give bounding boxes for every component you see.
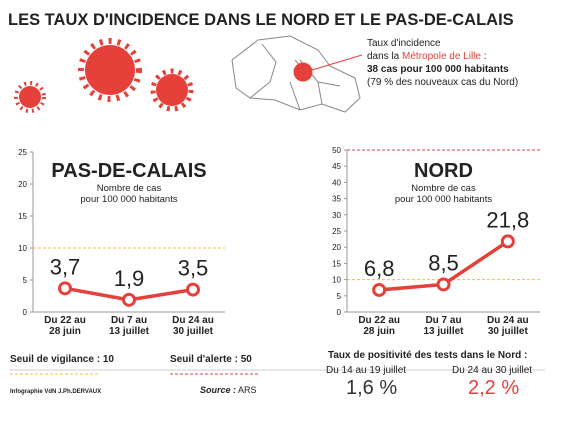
- chart-subtitle: Nombre de cas: [411, 183, 476, 194]
- note-line: dans la Métropole de Lille :: [367, 51, 487, 62]
- x-tick-label: 30 juillet: [173, 326, 214, 337]
- x-tick-label: Du 24 au: [487, 315, 529, 326]
- positivity-value: 1,6 %: [346, 377, 397, 399]
- y-tick-label: 10: [332, 276, 341, 285]
- map: [231, 35, 363, 113]
- y-tick-label: 15: [332, 259, 341, 268]
- marker: [122, 292, 136, 307]
- y-tick-label: 5: [337, 292, 342, 301]
- x-tick-label: 13 juillet: [423, 326, 464, 337]
- y-tick-label: 25: [332, 227, 341, 236]
- positivity-title: Taux de positivité des tests dans le Nor…: [328, 350, 527, 361]
- y-tick-label: 0: [337, 308, 342, 317]
- legend-vigilance: Seuil de vigilance : 10: [10, 354, 114, 365]
- positivity-value: 2,2 %: [468, 377, 519, 399]
- x-tick-label: Du 24 au: [172, 315, 214, 326]
- y-tick-label: 5: [23, 276, 28, 285]
- y-tick-label: 25: [18, 148, 27, 157]
- legend-alerte: Seuil d'alerte : 50: [170, 354, 252, 365]
- x-tick-label: 28 juin: [363, 326, 395, 337]
- source: Source : ARS: [200, 385, 257, 395]
- value-label: 8,5: [428, 250, 459, 275]
- marker: [58, 281, 72, 296]
- chart-subtitle: Nombre de cas: [97, 183, 162, 194]
- y-tick-label: 50: [332, 146, 341, 155]
- value-label: 3,5: [178, 256, 209, 281]
- note-bold: 38 cas pour 100 000 habitants: [367, 64, 509, 75]
- x-tick-label: Du 7 au: [425, 315, 461, 326]
- value-label: 3,7: [50, 254, 81, 279]
- value-label: 1,9: [114, 266, 145, 291]
- y-tick-label: 20: [332, 243, 341, 252]
- x-tick-label: 13 juillet: [109, 326, 150, 337]
- value-label: 6,8: [364, 256, 395, 281]
- note-line: Taux d'incidence: [367, 38, 441, 49]
- period: Du 14 au 19 juillet: [326, 365, 406, 376]
- x-tick-label: Du 7 au: [111, 315, 147, 326]
- map-note: Taux d'incidence dans la Métropole de Li…: [367, 38, 518, 88]
- y-tick-label: 40: [332, 178, 341, 187]
- chart-subtitle: pour 100 000 habitants: [395, 194, 492, 205]
- note-line: (79 % des nouveaux cas du Nord): [367, 77, 518, 88]
- y-tick-label: 30: [332, 211, 341, 220]
- y-tick-label: 20: [18, 180, 27, 189]
- x-tick-label: Du 22 au: [44, 315, 86, 326]
- virus-icons: [14, 38, 194, 113]
- marker: [436, 277, 451, 292]
- y-tick-label: 10: [18, 244, 27, 253]
- marker: [186, 282, 200, 297]
- x-tick-label: Du 22 au: [358, 315, 400, 326]
- marker: [500, 234, 515, 249]
- marker: [372, 282, 387, 297]
- chart-title: PAS-DE-CALAIS: [51, 160, 206, 182]
- y-tick-label: 45: [332, 162, 341, 171]
- y-tick-label: 0: [23, 308, 28, 317]
- chart-subtitle: pour 100 000 habitants: [80, 194, 177, 205]
- x-tick-label: 28 juin: [49, 326, 81, 337]
- period: Du 24 au 30 juillet: [452, 365, 532, 376]
- chart-title: NORD: [414, 160, 473, 182]
- y-tick-label: 15: [18, 212, 27, 221]
- x-tick-label: 30 juillet: [488, 326, 529, 337]
- title: LES TAUX D'INCIDENCE DANS LE NORD ET LE …: [8, 11, 514, 29]
- credit: Infographie VdN J.Ph.DERVAUX: [10, 389, 101, 395]
- value-label: 21,8: [486, 207, 529, 232]
- y-tick-label: 35: [332, 195, 341, 204]
